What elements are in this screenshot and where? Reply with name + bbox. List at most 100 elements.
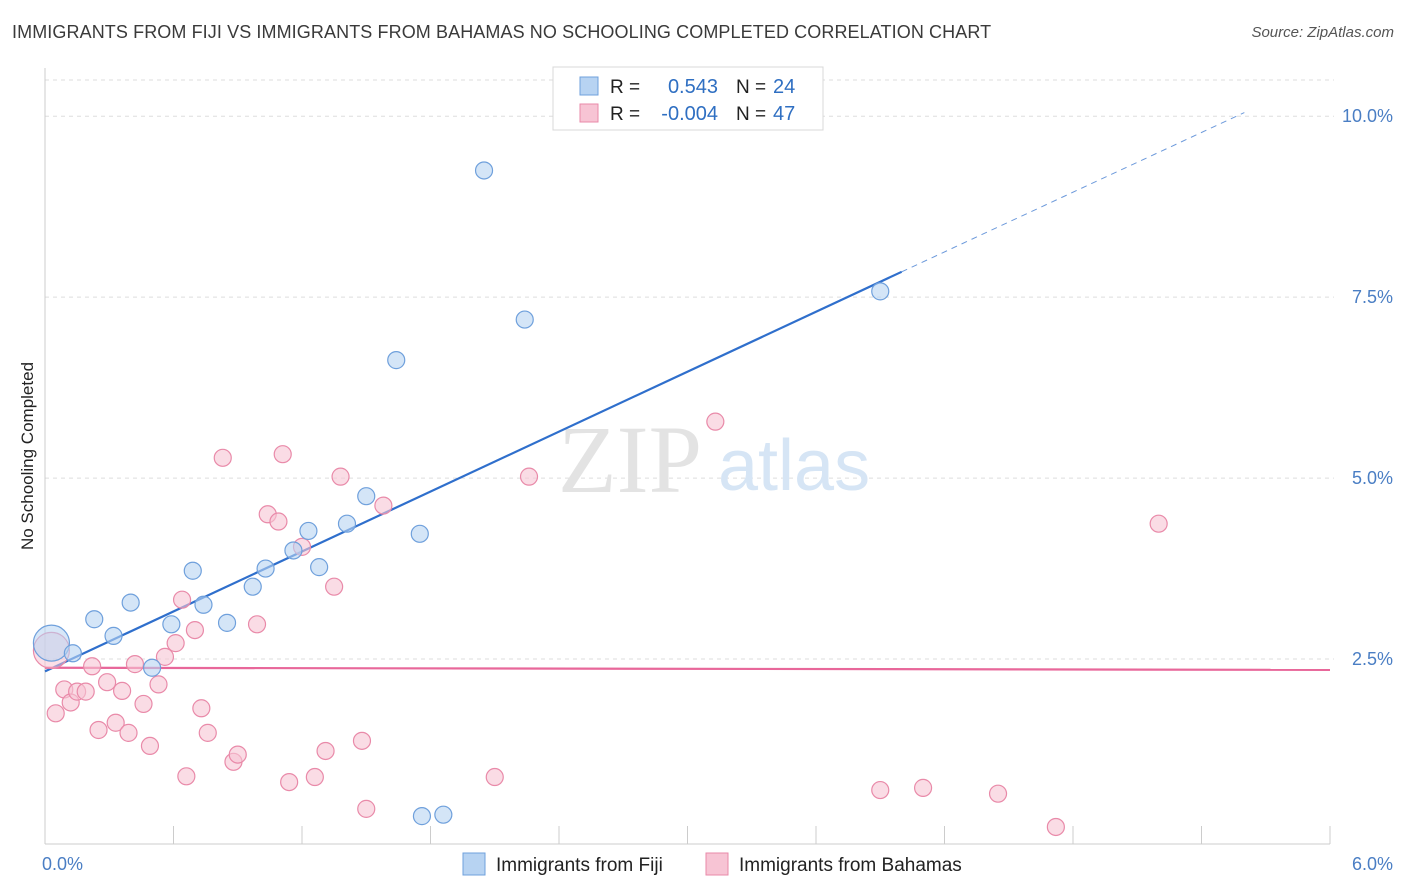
point-bahamas-44: [988, 784, 1008, 803]
chart-title: IMMIGRANTS FROM FIJI VS IMMIGRANTS FROM …: [12, 22, 992, 42]
watermark: ZIP atlas: [558, 406, 870, 513]
point-bahamas-6: [83, 657, 102, 676]
bottom-legend-swatch-bahamas: [705, 852, 729, 876]
point-fiji-21: [474, 161, 494, 180]
point-bahamas-46: [1149, 514, 1168, 533]
point-bahamas-40: [519, 467, 539, 486]
point-bahamas-36: [352, 731, 372, 750]
bottom-legend-fiji: Immigrants from Fiji: [496, 855, 663, 876]
point-fiji-0: [32, 624, 71, 662]
watermark-zip: ZIP: [558, 406, 702, 513]
legend-swatch-bahamas: [579, 103, 599, 123]
point-bahamas-10: [112, 681, 132, 700]
data-points: [32, 161, 1168, 837]
bottom-legend: Immigrants from Fiji Immigrants from Bah…: [462, 852, 962, 876]
point-bahamas-34: [325, 577, 344, 596]
legend-box: R = 0.543 N = 24 R = -0.004 N = 47: [552, 66, 824, 131]
point-bahamas-43: [913, 778, 933, 797]
point-bahamas-29: [273, 445, 292, 464]
point-fiji-19: [412, 807, 432, 826]
point-bahamas-15: [149, 675, 168, 694]
legend-swatch-fiji: [579, 76, 599, 96]
point-fiji-2: [85, 610, 104, 629]
trend-line-bahamas: [44, 666, 1331, 672]
point-fiji-9: [217, 613, 237, 632]
point-bahamas-8: [98, 673, 117, 692]
point-bahamas-28: [269, 512, 288, 531]
point-bahamas-37: [357, 799, 376, 818]
x-tick-label-1: 6.0%: [1352, 854, 1393, 874]
gridlines: [45, 79, 1334, 660]
point-bahamas-12: [125, 655, 145, 674]
point-fiji-7: [183, 561, 202, 580]
point-bahamas-20: [185, 620, 205, 640]
point-fiji-14: [310, 558, 329, 577]
point-bahamas-1: [46, 704, 65, 723]
point-bahamas-32: [305, 767, 324, 787]
point-fiji-16: [357, 487, 376, 506]
point-fiji-22: [515, 310, 534, 329]
legend-bahamas-n-value: 47: [773, 103, 795, 125]
y-tick-label-1: 5.0%: [1352, 468, 1393, 488]
point-fiji-3: [104, 626, 123, 645]
y-tick-label-2: 7.5%: [1352, 287, 1393, 307]
x-tick-label-0: 0.0%: [42, 854, 83, 874]
point-bahamas-14: [140, 736, 160, 756]
point-bahamas-19: [177, 767, 196, 786]
tick-labels: 2.5% 5.0% 7.5% 10.0% 0.0% 6.0%: [42, 106, 1393, 874]
point-fiji-18: [410, 524, 429, 543]
point-bahamas-26: [247, 615, 267, 634]
watermark-atlas: atlas: [718, 426, 870, 506]
y-tick-label-3: 10.0%: [1342, 106, 1393, 126]
legend-bahamas-n-label: N =: [736, 104, 766, 125]
axes: [44, 68, 1331, 845]
point-fiji-4: [121, 593, 140, 612]
point-fiji-5: [142, 658, 162, 677]
y-axis-label: No Schooling Completed: [18, 362, 37, 550]
point-bahamas-42: [871, 780, 890, 800]
legend-fiji-n-label: N =: [736, 77, 766, 98]
point-fiji-23: [871, 282, 890, 301]
point-bahamas-33: [316, 741, 335, 761]
point-bahamas-23: [213, 448, 232, 467]
point-fiji-15: [337, 514, 357, 533]
point-fiji-8: [194, 595, 213, 614]
point-fiji-1: [63, 644, 82, 663]
point-bahamas-18: [172, 590, 192, 609]
point-fiji-20: [434, 805, 453, 824]
point-bahamas-17: [166, 634, 185, 653]
point-bahamas-16: [155, 647, 175, 666]
point-bahamas-22: [198, 723, 217, 742]
legend-bahamas-r-label: R =: [610, 104, 640, 125]
point-fiji-12: [284, 541, 303, 560]
point-bahamas-39: [485, 767, 504, 787]
legend-fiji-r-label: R =: [610, 77, 640, 98]
bottom-legend-swatch-fiji: [462, 852, 486, 876]
point-fiji-11: [256, 559, 275, 578]
point-bahamas-25: [228, 745, 247, 764]
bottom-legend-bahamas: Immigrants from Bahamas: [739, 855, 962, 876]
source-note: Source: ZipAtlas.com: [1251, 24, 1394, 41]
point-bahamas-9: [106, 713, 125, 732]
point-bahamas-13: [134, 694, 153, 714]
point-bahamas-11: [119, 723, 138, 742]
legend-fiji-r-value: 0.543: [668, 76, 718, 98]
point-bahamas-41: [706, 412, 725, 431]
point-bahamas-21: [192, 699, 211, 718]
legend-bahamas-r-value: -0.004: [661, 103, 718, 125]
trend-line-fiji-extension: [901, 112, 1245, 273]
point-fiji-13: [299, 521, 318, 541]
point-bahamas-38: [374, 496, 393, 515]
legend-fiji-n-value: 24: [773, 76, 795, 98]
point-bahamas-35: [331, 467, 350, 486]
trend-lines: [44, 112, 1331, 673]
point-bahamas-45: [1046, 817, 1065, 837]
point-bahamas-5: [76, 682, 95, 701]
point-fiji-6: [162, 615, 181, 634]
point-bahamas-7: [89, 720, 108, 740]
point-fiji-17: [387, 351, 406, 370]
y-tick-label-0: 2.5%: [1352, 649, 1393, 669]
point-bahamas-30: [280, 772, 299, 792]
point-fiji-10: [243, 577, 262, 596]
